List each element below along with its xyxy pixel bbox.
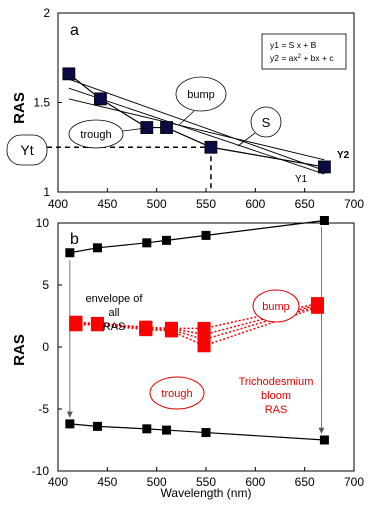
panel-a: a RAS 400 450 500 550 600 650 700 1 1.5 2 y1 = S … <box>6 6 364 211</box>
a-xtick-label: 600 <box>245 197 265 211</box>
b-xtick-label: 700 <box>344 475 364 489</box>
s-label: S <box>262 115 271 130</box>
tricho-marker <box>164 324 178 338</box>
yt-label: Yt <box>20 142 33 158</box>
b-ytick-label: 0 <box>42 340 49 354</box>
equation-box: y1 = S x + B y2 = ax2 + bx + c <box>261 33 347 70</box>
panel-b-xlabel: Wavelength (nm) <box>161 486 252 500</box>
envelope-label-line2: all <box>108 307 119 319</box>
panel-a-label: a <box>70 22 79 39</box>
panel-b-ylabel: RAS <box>11 334 28 366</box>
s-pointer <box>237 132 256 147</box>
trough-label: trough <box>80 129 111 141</box>
bump-pointer <box>178 110 195 126</box>
tricho-label-line1: Trichodesmium <box>239 376 314 388</box>
tricho-marker <box>197 339 211 353</box>
trough-pointer <box>122 127 147 132</box>
envelope-upper-marker <box>201 230 211 240</box>
fit-line-3 <box>68 78 325 171</box>
range-arrow-head-1 <box>66 411 73 418</box>
tricho-label-line3: RAS <box>265 404 288 416</box>
equation-box-frame <box>261 33 347 70</box>
envelope-lower-marker <box>162 425 172 435</box>
panel-a-markers <box>62 67 331 174</box>
tricho-line-2 <box>75 304 318 336</box>
envelope-lower-marker <box>65 419 75 429</box>
fit-line-2 <box>68 98 325 161</box>
equation-y1: y1 = S x + B <box>270 40 317 50</box>
tricho-label-line2: bloom <box>261 390 291 402</box>
b-ytick-label: 10 <box>36 216 50 230</box>
b-ytick-label: -5 <box>38 402 49 416</box>
tricho-marker <box>310 300 324 314</box>
panel-b-ticks: 400 450 500 550 600 650 700 10 5 0 -5 -10 <box>32 216 365 489</box>
bump-label: bump <box>187 89 215 101</box>
envelope-upper-marker <box>92 243 102 253</box>
panel-a-marker <box>140 121 154 134</box>
trough-b-label: trough <box>161 388 192 400</box>
range-arrow-head-2 <box>318 427 325 434</box>
panel-b-label: b <box>70 231 79 248</box>
envelope-lower-marker <box>92 421 102 431</box>
envelope-upper-marker <box>319 216 329 226</box>
envelope-upper-marker <box>65 248 75 258</box>
trough-ellipse <box>68 119 124 149</box>
tricho-marker <box>90 318 104 332</box>
b-ytick-label: -10 <box>32 464 50 478</box>
s-circle <box>250 106 282 138</box>
b-xtick-label: 450 <box>97 475 117 489</box>
a-ytick-label: 2 <box>43 6 50 20</box>
tricho-marker <box>139 323 153 337</box>
bump-b-ellipse <box>252 289 300 323</box>
tricho-marker <box>69 318 83 332</box>
panel-b-arrows <box>66 226 325 434</box>
b-xtick-label: 500 <box>147 475 167 489</box>
envelope-lower-marker <box>319 435 329 445</box>
b-xtick-label: 650 <box>295 475 315 489</box>
panel-a-marker <box>62 67 76 81</box>
panel-a-marker <box>317 160 331 174</box>
bump-ellipse <box>175 76 227 112</box>
a-xtick-label: 550 <box>196 197 216 211</box>
envelope-label-line3: RAS <box>103 321 126 333</box>
envelope-lower-line <box>69 423 325 441</box>
a-ytick-label: 1.5 <box>33 96 50 110</box>
envelope-label-line1: envelope of <box>86 293 144 305</box>
a-xtick-label: 700 <box>344 197 364 211</box>
panel-a-marker <box>204 140 218 154</box>
y2-label: Y2 <box>337 150 350 161</box>
yt-box <box>6 134 48 166</box>
a-ytick-label: 1 <box>43 185 50 199</box>
a-xtick-label: 500 <box>147 197 167 211</box>
envelope-lower-marker <box>142 424 152 434</box>
panel-a-marker <box>94 92 107 106</box>
b-ytick-label: 5 <box>42 278 49 292</box>
b-xtick-label: 400 <box>48 475 68 489</box>
equation-y2: y2 = ax2 + bx + c <box>270 53 334 63</box>
envelope-markers <box>65 216 329 445</box>
b-xtick-label: 550 <box>196 475 216 489</box>
envelope-upper-marker <box>142 238 152 248</box>
a-xtick-label: 400 <box>48 197 68 211</box>
y1-label: Y1 <box>295 174 308 185</box>
tricho-line-3 <box>75 305 318 341</box>
panel-a-ticks: 400 450 500 550 600 650 700 1 1.5 2 <box>33 6 364 211</box>
envelope-upper-line <box>69 219 325 254</box>
trichodesmium-series <box>69 297 324 353</box>
a-xtick-label: 450 <box>97 197 117 211</box>
panel-b: b RAS Wavelength (nm) 400 450 500 550 600 650… <box>11 216 364 500</box>
envelope-upper-marker <box>162 235 172 245</box>
a-xtick-label: 650 <box>295 197 315 211</box>
panel-a-marker <box>160 121 173 134</box>
envelope-lower-marker <box>201 428 211 438</box>
b-xtick-label: 600 <box>245 475 265 489</box>
panel-a-ylabel: RAS <box>11 92 28 124</box>
bump-b-label: bump <box>262 301 290 313</box>
trough-b-ellipse <box>149 376 205 410</box>
